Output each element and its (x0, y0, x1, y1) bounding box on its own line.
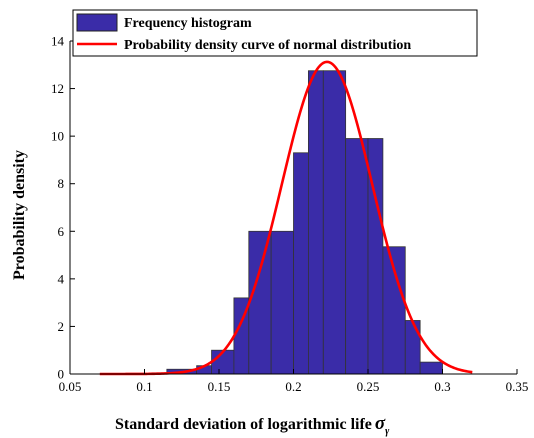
axes: 0.05 0.1 0.15 0.2 0.25 0.3 0.35 0 2 4 6 8 10 12 14 (51, 34, 528, 395)
legend-label-histogram: Frequency histogram (124, 16, 252, 31)
x-axis-title: Standard deviation of logarithmic life σγ (115, 413, 390, 437)
plot-area (99, 60, 473, 376)
x-tick-label-3: 0.2 (285, 379, 301, 394)
x-tick-label-0: 0.05 (59, 379, 82, 394)
y-tick-label-7: 14 (51, 34, 65, 49)
histogram-bar-8 (293, 152, 309, 375)
y-tick-label-4: 8 (58, 176, 65, 191)
y-axis-title: Probability density (11, 150, 28, 280)
x-ticks: 0.05 0.1 0.15 0.2 0.25 0.3 0.35 (59, 369, 529, 394)
x-tick-label-2: 0.15 (208, 379, 231, 394)
legend-label-curve: Probability density curve of normal dist… (124, 38, 411, 53)
histogram-bar-11 (345, 138, 369, 375)
y-tick-label-5: 10 (51, 129, 64, 144)
x-axis-title-text: Standard deviation of logarithmic life (115, 416, 372, 433)
x-tick-label-5: 0.3 (434, 379, 450, 394)
x-tick-label-4: 0.25 (357, 379, 380, 394)
histogram-bar-9 (307, 70, 324, 375)
y-tick-label-2: 4 (58, 271, 65, 286)
histogram-bar-14 (404, 320, 421, 375)
x-axis-title-subscript: γ (385, 426, 390, 437)
y-tick-label-1: 2 (58, 319, 65, 334)
x-axis-title-symbol: σ (375, 413, 386, 434)
histogram-bars (136, 70, 443, 375)
x-tick-label-6: 0.35 (506, 379, 529, 394)
histogram-bar-7 (270, 230, 294, 375)
legend-box (72, 9, 478, 57)
y-ticks: 0 2 4 6 8 10 12 14 (51, 34, 75, 382)
y-tick-label-3: 6 (58, 224, 65, 239)
y-tick-label-0: 0 (58, 367, 65, 382)
histogram-bar-10 (322, 70, 347, 375)
legend-swatch-histogram (76, 13, 118, 32)
y-tick-label-6: 12 (51, 81, 64, 96)
x-tick-label-1: 0.1 (136, 379, 152, 394)
histogram-bar-15 (419, 361, 443, 375)
histogram-bar-6 (248, 230, 272, 375)
legend: Frequency histogram Probability density … (72, 9, 478, 57)
